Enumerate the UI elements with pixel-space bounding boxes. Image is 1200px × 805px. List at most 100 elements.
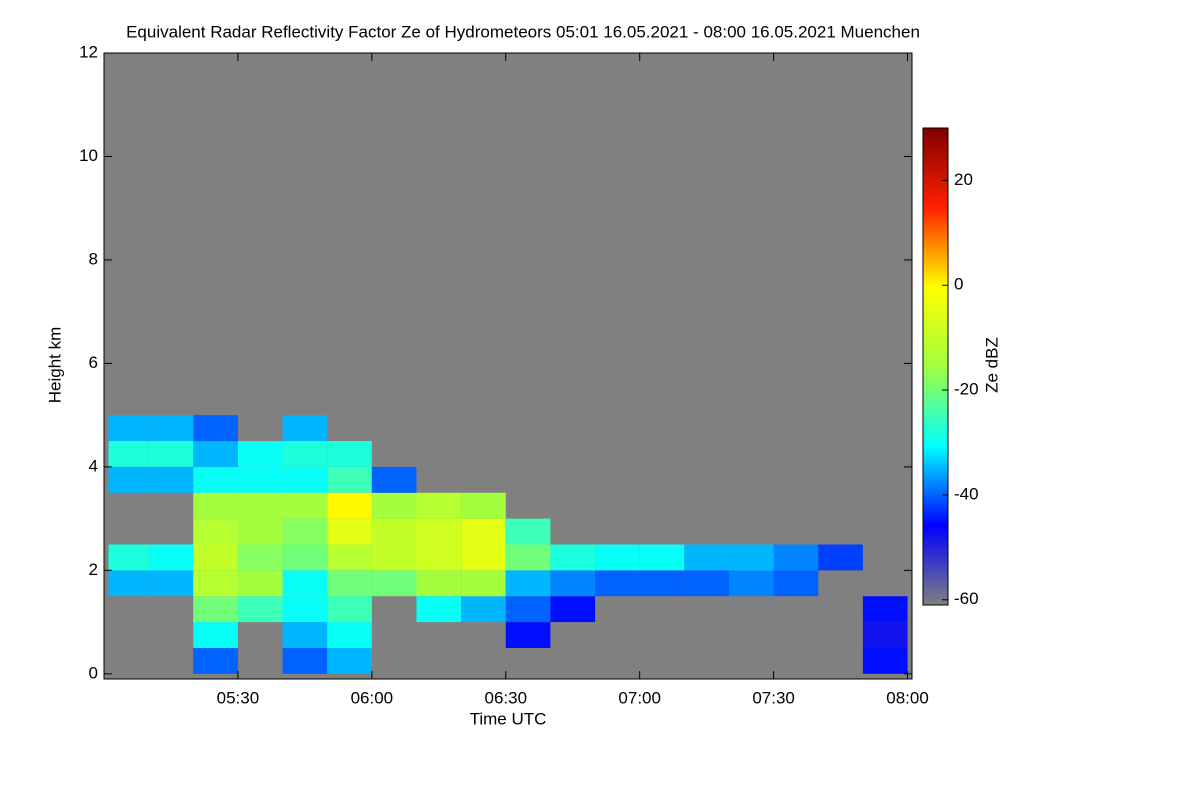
heatmap-cell: [371, 544, 417, 571]
heatmap-cell: [193, 441, 238, 467]
heatmap-cell: [416, 570, 462, 597]
heatmap-cell: [108, 544, 149, 571]
heatmap-cell: [327, 596, 372, 623]
heatmap-cell: [461, 544, 506, 571]
heatmap-cell: [282, 492, 328, 519]
x-tick-label: 05:30: [217, 688, 260, 707]
x-tick-label: 07:30: [752, 688, 795, 707]
y-tick-label: 8: [89, 249, 98, 268]
x-tick-label: 06:00: [351, 688, 394, 707]
x-tick-label: 08:00: [886, 688, 929, 707]
heatmap-cell: [550, 570, 596, 597]
colorbar-tick-label: 0: [954, 275, 963, 294]
y-tick-label: 0: [89, 663, 98, 682]
x-axis-label: Time UTC: [470, 709, 547, 728]
heatmap-cell: [148, 466, 194, 493]
heatmap-cell: [862, 596, 908, 623]
heatmap-cell: [461, 570, 506, 597]
heatmap-cell: [773, 544, 819, 571]
heatmap-cell: [148, 441, 194, 467]
colorbar-tick-label: 20: [954, 170, 973, 189]
heatmap-cell: [237, 518, 283, 545]
y-tick-label: 6: [89, 353, 98, 372]
heatmap-cell: [818, 544, 863, 571]
heatmap-cell: [550, 596, 596, 623]
heatmap-cell: [327, 544, 372, 571]
heatmap-cell: [862, 647, 908, 674]
heatmap-cell: [237, 544, 283, 571]
heatmap-cell: [461, 596, 506, 623]
heatmap-cell: [237, 596, 283, 623]
heatmap-cell: [862, 622, 908, 648]
y-tick-label: 4: [89, 456, 98, 475]
heatmap-cell: [108, 415, 149, 442]
y-tick-label: 10: [79, 146, 98, 165]
heatmap-cell: [327, 441, 372, 467]
heatmap-cell: [237, 492, 283, 519]
heatmap-cell: [416, 544, 462, 571]
heatmap-cell: [193, 647, 238, 674]
heatmap-cell: [193, 544, 238, 571]
heatmap-cell: [282, 570, 328, 597]
x-tick-label: 07:00: [618, 688, 661, 707]
colorbar-label: Ze dBZ: [982, 337, 1001, 393]
heatmap-cell: [282, 596, 328, 623]
heatmap-cell: [193, 596, 238, 623]
heatmap-cell: [595, 544, 640, 571]
heatmap-cell: [108, 441, 149, 467]
heatmap-cell: [327, 492, 372, 519]
heatmap-cell: [282, 647, 328, 674]
heatmap-cell: [505, 544, 551, 571]
plot-frame: [103, 52, 913, 680]
heatmap-cell: [416, 518, 462, 545]
heatmap-cell: [327, 518, 372, 545]
heatmap-cell: [108, 570, 149, 597]
heatmap-cell: [193, 622, 238, 648]
colorbar-tick-label: -40: [954, 484, 979, 503]
chart-title: Equivalent Radar Reflectivity Factor Ze …: [126, 22, 920, 41]
heatmap-cell: [461, 518, 506, 545]
colorbar: [922, 127, 949, 606]
heatmap-cell: [327, 466, 372, 493]
heatmap-cell: [505, 518, 551, 545]
heatmap-cell: [461, 492, 506, 519]
y-tick-label: 2: [89, 560, 98, 579]
heatmap-cell: [282, 466, 328, 493]
y-axis-label: Height km: [45, 327, 64, 404]
heatmap-cell: [684, 570, 729, 597]
heatmap-cell: [282, 441, 328, 467]
heatmap-cell: [282, 622, 328, 648]
heatmap-cell: [728, 570, 774, 597]
heatmap-cell: [327, 622, 372, 648]
heatmap-cell: [148, 415, 194, 442]
heatmap-cell: [327, 570, 372, 597]
heatmap-cell: [728, 544, 774, 571]
heatmap-cell: [237, 466, 283, 493]
heatmap-cell: [237, 441, 283, 467]
heatmap-cell: [505, 622, 551, 648]
heatmap-cell: [371, 466, 417, 493]
colorbar-tick-label: -20: [954, 380, 979, 399]
heatmap-cell: [595, 570, 640, 597]
heatmap-cell: [684, 544, 729, 571]
heatmap-cell: [416, 596, 462, 623]
x-tick-label: 06:30: [484, 688, 527, 707]
heatmap-cell: [773, 570, 819, 597]
heatmap-cell: [148, 570, 194, 597]
heatmap-cell: [371, 518, 417, 545]
heatmap-cell: [416, 492, 462, 519]
heatmap-cell: [282, 518, 328, 545]
heatmap-cell: [193, 518, 238, 545]
heatmap-cell: [371, 492, 417, 519]
heatmap-cell: [505, 596, 551, 623]
colorbar-tick-label: -60: [954, 589, 979, 608]
heatmap-cell: [193, 570, 238, 597]
heatmap-cell: [193, 415, 238, 442]
heatmap-cell: [550, 544, 596, 571]
heatmap-cell: [148, 544, 194, 571]
heatmap-cell: [639, 544, 685, 571]
heatmap-cell: [505, 570, 551, 597]
y-tick-label: 12: [79, 42, 98, 61]
heatmap-cell: [639, 570, 685, 597]
